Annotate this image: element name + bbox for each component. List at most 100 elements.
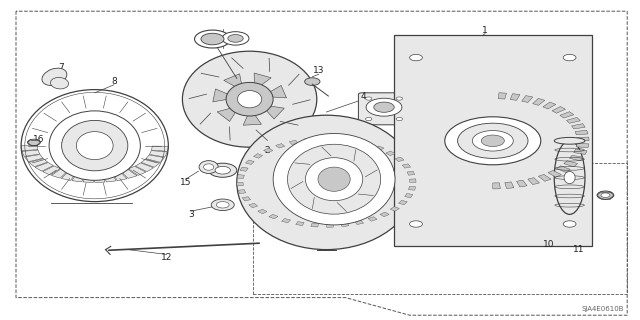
Ellipse shape [199, 161, 218, 173]
Wedge shape [61, 171, 76, 180]
Ellipse shape [182, 51, 317, 147]
Wedge shape [72, 173, 84, 182]
Text: 16: 16 [33, 135, 44, 144]
Wedge shape [21, 146, 38, 151]
Wedge shape [577, 137, 589, 141]
Ellipse shape [318, 167, 350, 191]
Wedge shape [404, 194, 413, 198]
Wedge shape [149, 151, 167, 157]
Ellipse shape [481, 135, 504, 147]
Wedge shape [249, 203, 258, 208]
Wedge shape [326, 224, 333, 227]
Wedge shape [51, 169, 68, 178]
Wedge shape [141, 159, 160, 167]
Wedge shape [516, 180, 527, 187]
Wedge shape [276, 144, 285, 148]
Wedge shape [390, 207, 399, 211]
Ellipse shape [237, 91, 262, 108]
Wedge shape [570, 155, 583, 161]
Text: 15: 15 [180, 178, 191, 187]
Ellipse shape [365, 117, 372, 121]
Ellipse shape [458, 123, 528, 158]
Wedge shape [355, 220, 364, 225]
Wedge shape [25, 155, 43, 162]
Wedge shape [349, 139, 357, 143]
Polygon shape [262, 85, 287, 98]
Wedge shape [368, 217, 377, 221]
Wedge shape [362, 142, 371, 146]
Wedge shape [83, 174, 93, 182]
Wedge shape [552, 107, 566, 113]
Text: 7: 7 [58, 63, 63, 72]
Text: 3: 3 [188, 210, 193, 219]
Polygon shape [224, 74, 243, 91]
Ellipse shape [215, 166, 230, 174]
Ellipse shape [305, 78, 320, 85]
Wedge shape [493, 183, 500, 189]
Wedge shape [543, 102, 556, 109]
Ellipse shape [211, 199, 234, 211]
Polygon shape [243, 109, 261, 125]
Text: 12: 12 [161, 253, 172, 262]
Text: 13: 13 [313, 66, 324, 75]
Wedge shape [253, 154, 262, 158]
Ellipse shape [51, 77, 68, 89]
Wedge shape [566, 117, 580, 123]
Text: SJA4E0610B: SJA4E0610B [582, 306, 624, 312]
Polygon shape [260, 105, 284, 119]
Polygon shape [217, 106, 240, 121]
Wedge shape [505, 182, 514, 188]
Polygon shape [254, 73, 271, 90]
Wedge shape [121, 169, 137, 178]
Wedge shape [402, 164, 411, 168]
Ellipse shape [396, 97, 403, 100]
Wedge shape [146, 155, 164, 162]
Ellipse shape [472, 131, 513, 151]
Wedge shape [289, 140, 298, 145]
Text: 10: 10 [543, 240, 555, 249]
Wedge shape [264, 148, 273, 153]
Ellipse shape [222, 32, 249, 45]
Wedge shape [296, 221, 304, 226]
Ellipse shape [366, 98, 402, 116]
Wedge shape [246, 160, 254, 164]
Wedge shape [319, 138, 326, 141]
Ellipse shape [445, 117, 541, 165]
Wedge shape [557, 166, 570, 172]
Ellipse shape [563, 54, 576, 61]
Wedge shape [386, 151, 395, 156]
Wedge shape [408, 186, 415, 190]
Ellipse shape [209, 163, 237, 177]
Wedge shape [341, 223, 349, 227]
Text: 1: 1 [483, 26, 488, 35]
Ellipse shape [305, 158, 363, 201]
Ellipse shape [237, 115, 416, 250]
Text: 2: 2 [265, 146, 270, 155]
Wedge shape [95, 174, 105, 182]
Ellipse shape [28, 139, 40, 146]
Wedge shape [395, 157, 404, 162]
Wedge shape [240, 167, 248, 171]
Wedge shape [573, 149, 587, 154]
Wedge shape [532, 99, 545, 105]
Wedge shape [510, 94, 520, 100]
Ellipse shape [201, 33, 224, 45]
Wedge shape [237, 182, 243, 186]
Wedge shape [282, 219, 291, 223]
Ellipse shape [597, 191, 614, 199]
Polygon shape [213, 89, 236, 102]
Wedge shape [113, 172, 127, 180]
Wedge shape [410, 179, 416, 182]
Wedge shape [498, 93, 506, 99]
Wedge shape [35, 163, 53, 171]
Wedge shape [375, 146, 384, 150]
Text: 4: 4 [361, 92, 366, 100]
Wedge shape [407, 171, 415, 175]
Wedge shape [258, 209, 267, 214]
Wedge shape [304, 138, 312, 142]
Wedge shape [311, 223, 319, 227]
Ellipse shape [410, 54, 422, 61]
Text: 11: 11 [573, 245, 585, 254]
FancyBboxPatch shape [358, 93, 410, 125]
Wedge shape [538, 174, 551, 181]
